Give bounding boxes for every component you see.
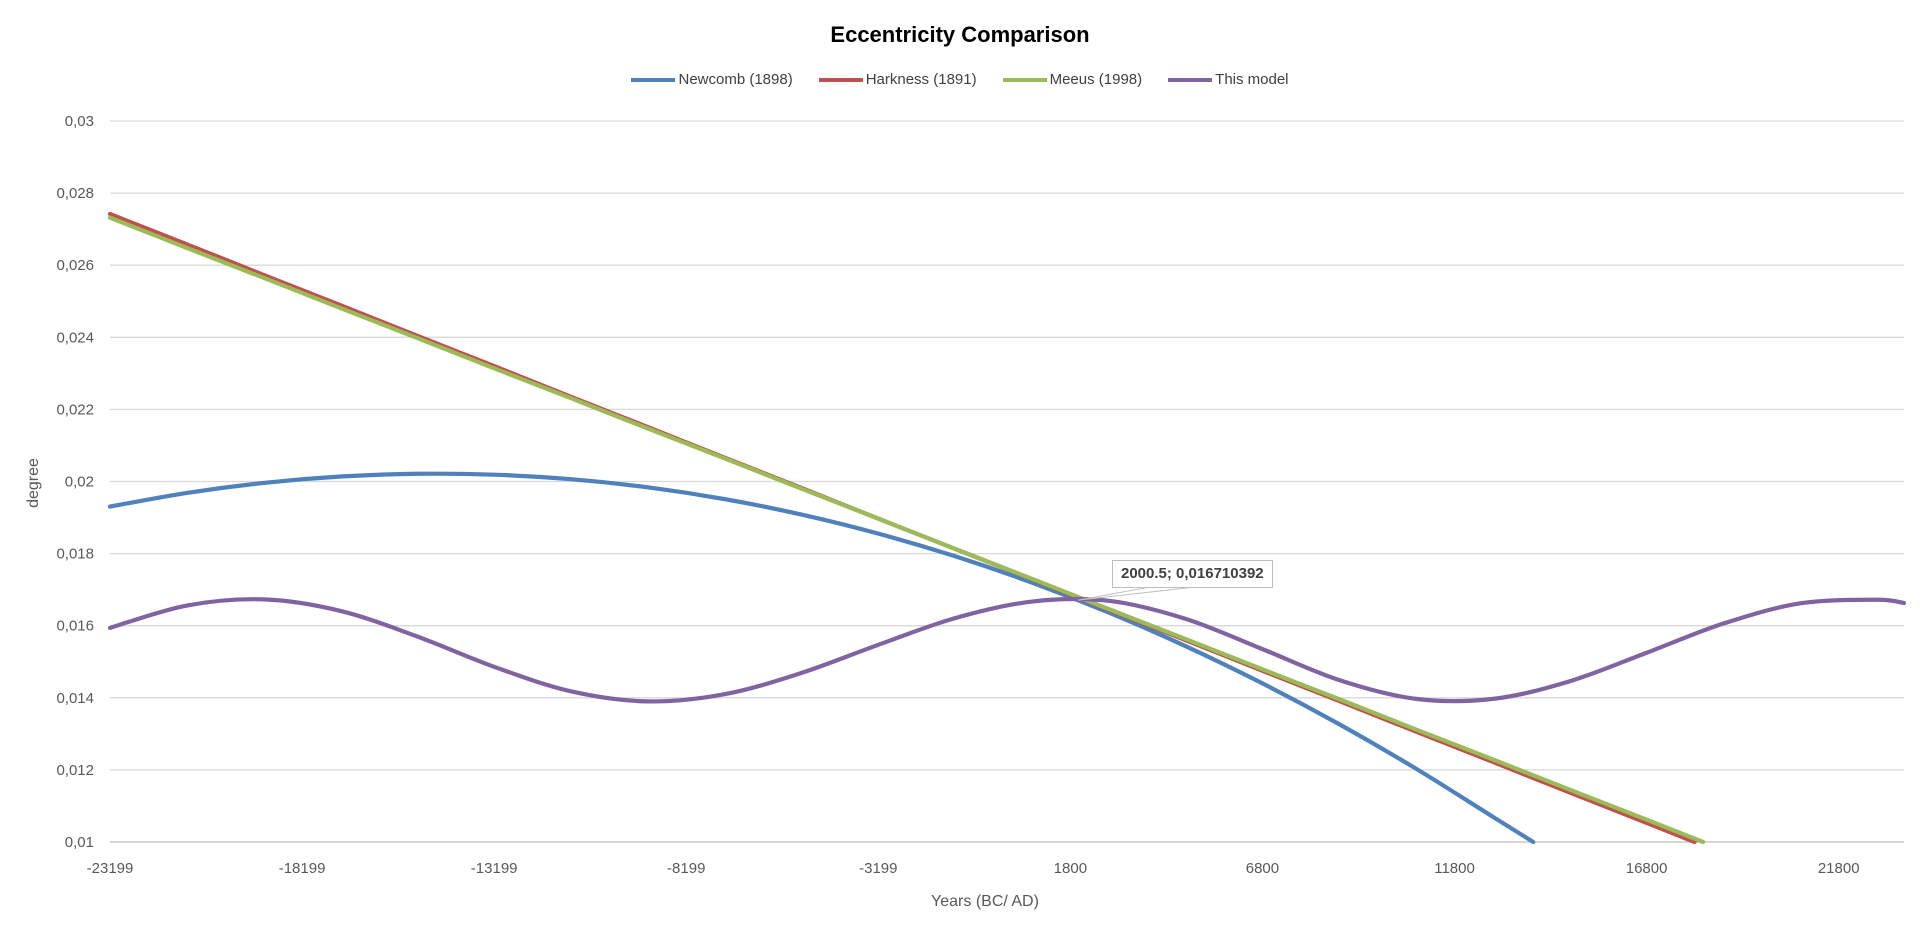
legend-label: Harkness (1891) — [865, 71, 977, 88]
y-tick-label: 0,014 — [56, 690, 94, 707]
x-tick-label: -8199 — [667, 860, 705, 877]
legend: Newcomb (1898) Harkness (1891) Meeus (19… — [0, 71, 1920, 88]
x-tick-label: -13199 — [471, 860, 518, 877]
series-line-meeus-1998 — [107, 215, 1706, 845]
legend-swatch — [1002, 77, 1047, 82]
legend-item-newcomb: Newcomb (1898) — [631, 71, 793, 88]
legend-label: This model — [1215, 71, 1289, 88]
annotation-leader — [1077, 586, 1196, 601]
x-tick-label: 1800 — [1054, 860, 1087, 877]
x-axis-label: Years (BC/ AD) — [931, 893, 1039, 910]
data-label-annotation: 2000.5; 0,016710392 — [1112, 560, 1273, 588]
x-tick-label: -23199 — [87, 860, 134, 877]
y-tick-label: 0,016 — [56, 618, 94, 635]
legend-item-this-model: This model — [1168, 71, 1289, 88]
legend-item-harkness: Harkness (1891) — [818, 71, 977, 88]
y-tick-label: 0,018 — [56, 546, 94, 563]
y-tick-label: 0,024 — [56, 329, 94, 346]
y-tick-label: 0,026 — [56, 257, 94, 274]
legend-swatch — [1168, 77, 1213, 82]
series-line-newcomb-1898 — [107, 471, 1536, 845]
chart-title: Eccentricity Comparison — [830, 22, 1090, 47]
x-tick-label: 6800 — [1246, 860, 1279, 877]
legend-item-meeus: Meeus (1998) — [1002, 71, 1143, 88]
x-tick-label: -3199 — [859, 860, 897, 877]
y-tick-label: 0,02 — [65, 474, 94, 491]
x-tick-label: 16800 — [1626, 860, 1668, 877]
y-tick-label: 0,022 — [56, 401, 94, 418]
legend-label: Meeus (1998) — [1049, 71, 1143, 88]
x-tick-label: 21800 — [1818, 860, 1860, 877]
legend-swatch — [631, 77, 676, 82]
y-tick-label: 0,028 — [56, 185, 94, 202]
legend-swatch — [818, 77, 863, 82]
y-tick-label: 0,012 — [56, 762, 94, 779]
legend-label: Newcomb (1898) — [678, 71, 793, 88]
series-line-this-model — [107, 596, 1907, 704]
x-tick-label: -18199 — [279, 860, 326, 877]
y-tick-label: 0,03 — [65, 113, 94, 130]
y-axis-label: degree — [25, 458, 42, 508]
x-tick-label: 11800 — [1434, 860, 1475, 877]
y-tick-label: 0,01 — [65, 834, 94, 851]
